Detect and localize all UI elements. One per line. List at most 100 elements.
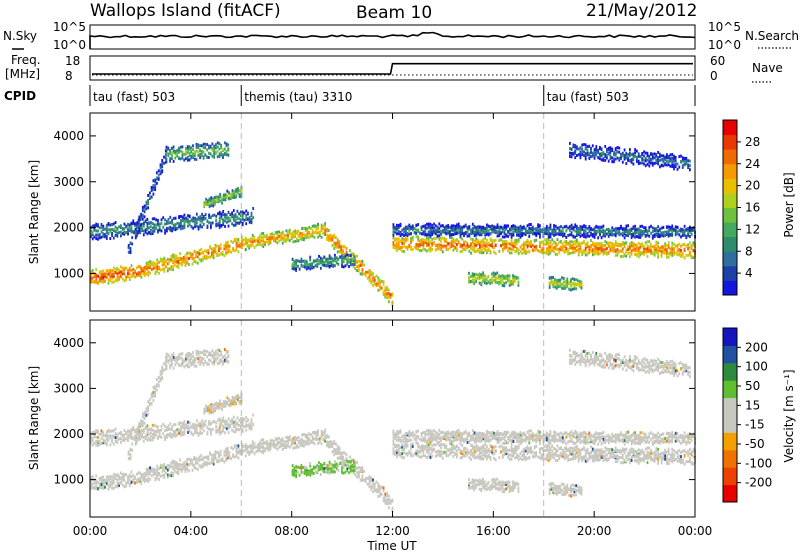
power-cell — [474, 243, 476, 246]
velocity-cell — [504, 453, 506, 456]
power-cell — [488, 229, 490, 232]
velocity-cell — [122, 484, 124, 487]
velocity-cell — [370, 480, 372, 483]
power-cell — [186, 257, 188, 260]
power-cell — [437, 230, 439, 233]
power-cell — [403, 227, 405, 230]
power-cell — [189, 145, 191, 148]
power-cell — [171, 222, 173, 225]
power-cell — [271, 236, 273, 239]
power-cell — [183, 153, 185, 156]
power-cell — [585, 236, 587, 239]
velocity-cell — [142, 473, 144, 476]
power-cell — [109, 224, 111, 227]
power-cell — [631, 153, 633, 156]
power-cell — [175, 228, 177, 231]
power-cell — [502, 226, 504, 229]
power-cell — [512, 274, 514, 277]
power-cell — [108, 278, 110, 281]
velocity-cell — [403, 456, 405, 459]
power-cell — [97, 275, 99, 278]
velocity-cell — [456, 445, 458, 448]
velocity-cell — [337, 445, 339, 448]
power-cell — [113, 270, 115, 273]
power-cell — [227, 241, 229, 244]
power-cell — [238, 217, 240, 220]
power-cell — [652, 251, 654, 254]
power-cell — [208, 249, 210, 252]
velocity-cell — [388, 498, 390, 501]
power-cell — [509, 228, 511, 231]
power-cell — [580, 227, 582, 230]
power-cell — [555, 229, 557, 232]
power-cell — [376, 282, 378, 285]
velocity-cell — [178, 463, 180, 466]
power-cell — [504, 224, 506, 227]
power-cell — [169, 268, 171, 271]
velocity-cell — [102, 476, 104, 479]
velocity-cell — [358, 466, 360, 469]
power-cell — [287, 230, 289, 233]
power-cell — [108, 228, 110, 231]
power-cell — [360, 264, 362, 267]
velocity-cell — [521, 450, 523, 453]
power-cell — [159, 227, 161, 230]
power-cell — [223, 198, 225, 201]
power-cell — [537, 223, 539, 226]
power-cell — [553, 241, 555, 244]
power-cell — [384, 292, 386, 295]
power-cell — [230, 251, 232, 254]
power-cell — [108, 269, 110, 272]
power-cell — [627, 252, 629, 255]
power-cell — [650, 158, 652, 161]
power-cell — [574, 278, 576, 281]
velocity-cell — [374, 489, 376, 492]
power-cell — [578, 148, 580, 151]
power-cell — [332, 258, 334, 261]
power-cell — [149, 260, 151, 263]
power-cell — [277, 241, 279, 244]
power-cell — [184, 220, 186, 223]
power-cell — [142, 267, 144, 270]
power-cell — [655, 234, 657, 237]
power-cell — [652, 226, 654, 229]
power-cell — [550, 245, 552, 248]
velocity-cell — [181, 467, 183, 470]
velocity-cell — [481, 446, 483, 449]
velocity-cell — [490, 444, 492, 447]
power-cell — [503, 282, 505, 285]
power-cell — [167, 147, 169, 150]
power-cell — [569, 233, 571, 236]
power-cell — [219, 216, 221, 219]
power-cell — [562, 230, 564, 233]
power-cell — [539, 224, 541, 227]
power-cell — [507, 274, 509, 277]
power-cell — [618, 147, 620, 150]
power-cell — [153, 193, 155, 196]
power-cell — [348, 258, 350, 261]
power-cell — [670, 226, 672, 229]
power-cell — [554, 278, 556, 281]
power-cell — [579, 280, 581, 283]
power-cell — [606, 233, 608, 236]
power-cell — [571, 240, 573, 243]
power-cell — [210, 145, 212, 148]
power-cell — [142, 214, 144, 217]
power-cell — [460, 250, 462, 253]
power-cell — [659, 233, 661, 236]
power-cell — [603, 231, 605, 234]
power-cell — [447, 230, 449, 233]
power-cell — [507, 224, 509, 227]
power-cell — [648, 245, 650, 248]
velocity-cell — [474, 450, 476, 453]
power-cell — [608, 160, 610, 163]
power-cell — [330, 234, 332, 237]
power-cell — [147, 232, 149, 235]
power-cell — [625, 241, 627, 244]
power-cell — [548, 253, 550, 256]
velocity-cell — [287, 436, 289, 439]
velocity-cell — [225, 457, 227, 460]
velocity-cell — [208, 462, 210, 465]
power-cell — [220, 252, 222, 255]
power-cell — [156, 267, 158, 270]
